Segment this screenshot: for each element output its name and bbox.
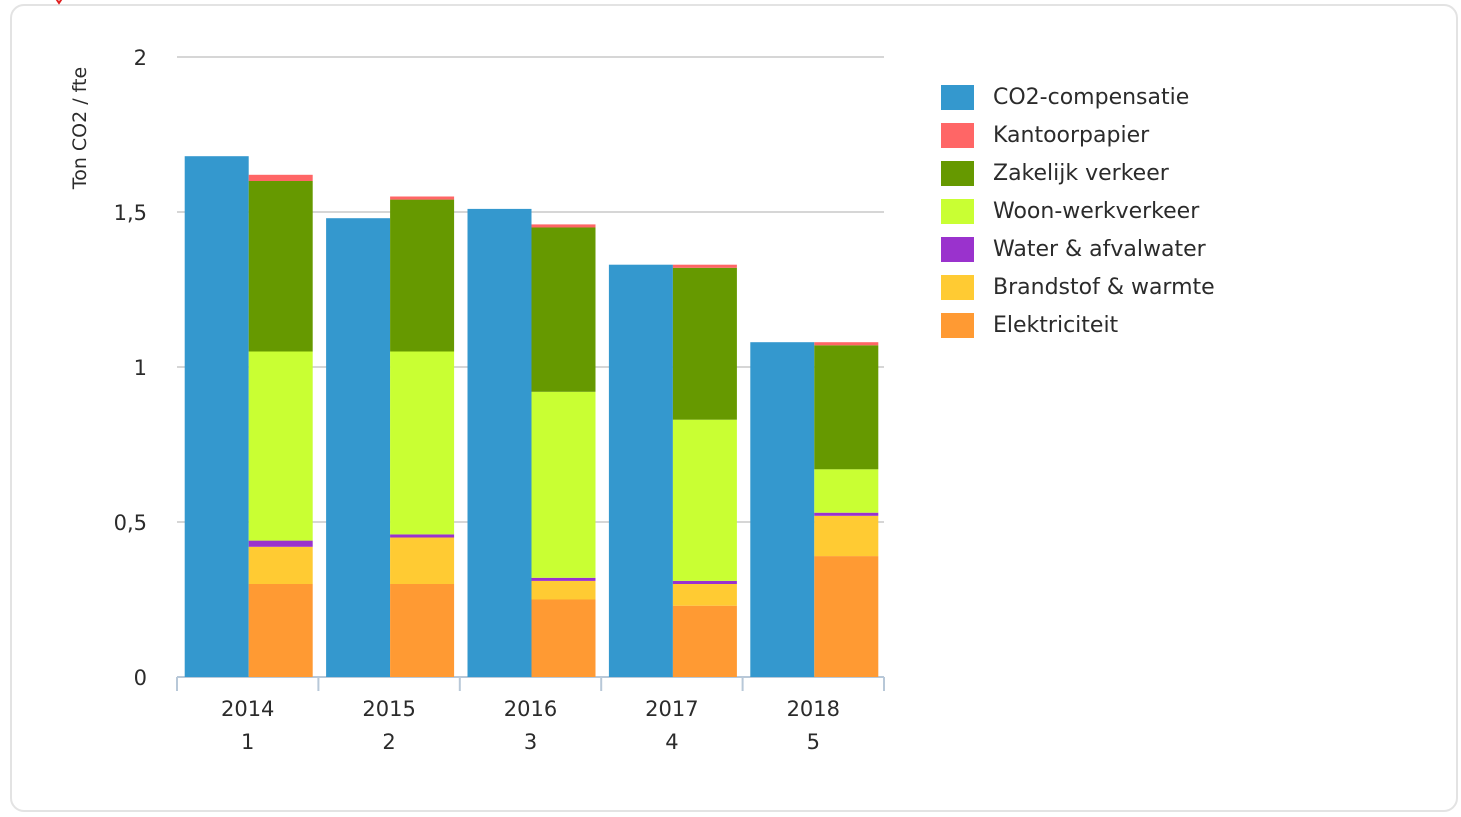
bar-co2-compensatie — [750, 342, 815, 677]
bar-segment-brandstof-warmte — [248, 546, 313, 584]
bar-segment-kantoorpapier — [248, 174, 313, 181]
legend-swatch — [941, 236, 974, 262]
bar-segment-elektriciteit — [390, 584, 455, 677]
bar-segment-woon-werkverkeer — [672, 419, 737, 581]
legend-item[interactable]: Woon-werkverkeer — [941, 192, 1215, 230]
legend-item[interactable]: Water & afvalwater — [941, 230, 1215, 268]
bar-segment-zakelijk-verkeer — [672, 267, 737, 420]
bar-segment-elektriciteit — [531, 599, 596, 677]
bar-segment-woon-werkverkeer — [390, 351, 455, 535]
legend-label: CO2-compensatie — [993, 84, 1190, 110]
legend-item[interactable]: Zakelijk verkeer — [941, 154, 1215, 192]
bar-segment-brandstof-warmte — [672, 584, 737, 606]
bar-segment-elektriciteit — [248, 584, 313, 677]
corner-mark-icon — [55, 0, 63, 5]
bar-segment-zakelijk-verkeer — [814, 345, 879, 470]
bar-segment-zakelijk-verkeer — [531, 227, 596, 392]
bar-segment-kantoorpapier — [672, 264, 737, 268]
bar-segment-brandstof-warmte — [531, 580, 596, 600]
bar-segment-elektriciteit — [814, 556, 879, 677]
x-tick-label-index: 4 — [665, 730, 678, 754]
bar-segment-woon-werkverkeer — [531, 391, 596, 578]
legend-label: Water & afvalwater — [993, 236, 1206, 262]
legend-label: Brandstof & warmte — [993, 274, 1215, 300]
legend-swatch — [941, 198, 974, 224]
bar-segment-zakelijk-verkeer — [248, 181, 313, 352]
legend-item[interactable]: Elektriciteit — [941, 306, 1215, 344]
legend-label: Woon-werkverkeer — [993, 198, 1200, 224]
bar-segment-elektriciteit — [672, 605, 737, 677]
x-tick-label-year: 2016 — [504, 697, 557, 721]
x-tick-label-index: 1 — [241, 730, 254, 754]
x-tick-label-year: 2017 — [645, 697, 698, 721]
bar-co2-compensatie — [326, 218, 391, 677]
legend-item[interactable]: Brandstof & warmte — [941, 268, 1215, 306]
legend-label: Kantoorpapier — [993, 122, 1150, 148]
legend-swatch — [941, 84, 974, 110]
bar-segment-water-afvalwater — [248, 540, 313, 547]
legend-item[interactable]: Kantoorpapier — [941, 116, 1215, 154]
bar-segment-water-afvalwater — [672, 580, 737, 584]
bar-segment-brandstof-warmte — [814, 515, 879, 557]
x-tick-label-index: 2 — [382, 730, 395, 754]
x-tick-label-year: 2018 — [787, 697, 840, 721]
y-tick-label: 1,5 — [114, 201, 147, 225]
legend-swatch — [941, 122, 974, 148]
bar-segment-woon-werkverkeer — [248, 351, 313, 541]
bar-segment-water-afvalwater — [531, 577, 596, 581]
y-tick-label: 2 — [134, 46, 147, 70]
bar-segment-woon-werkverkeer — [814, 469, 879, 513]
x-tick-label-year: 2014 — [221, 697, 274, 721]
bar-segment-kantoorpapier — [390, 196, 455, 200]
x-tick-label-index: 5 — [807, 730, 820, 754]
legend-swatch — [941, 160, 974, 186]
bar-segment-brandstof-warmte — [390, 537, 455, 584]
bar-segment-water-afvalwater — [390, 534, 455, 538]
legend-swatch — [941, 312, 974, 338]
y-axis-label: Ton CO2 / fte — [69, 67, 91, 190]
bar-segment-water-afvalwater — [814, 512, 879, 516]
bar-co2-compensatie — [184, 156, 249, 677]
bar-segment-kantoorpapier — [814, 342, 879, 346]
legend-item[interactable]: CO2-compensatie — [941, 78, 1215, 116]
legend-label: Zakelijk verkeer — [993, 160, 1169, 186]
bar-segment-zakelijk-verkeer — [390, 199, 455, 352]
bar-segment-kantoorpapier — [531, 224, 596, 228]
bar-co2-compensatie — [467, 208, 532, 677]
chart-legend: CO2-compensatie Kantoorpapier Zakelijk ver… — [941, 78, 1215, 344]
legend-swatch — [941, 274, 974, 300]
y-tick-label: 1 — [134, 356, 147, 380]
y-tick-label: 0,5 — [114, 511, 147, 535]
legend-label: Elektriciteit — [993, 312, 1119, 338]
x-tick-label-index: 3 — [524, 730, 537, 754]
x-tick-label-year: 2015 — [362, 697, 415, 721]
y-tick-label: 0 — [134, 666, 147, 690]
bar-co2-compensatie — [608, 264, 673, 677]
